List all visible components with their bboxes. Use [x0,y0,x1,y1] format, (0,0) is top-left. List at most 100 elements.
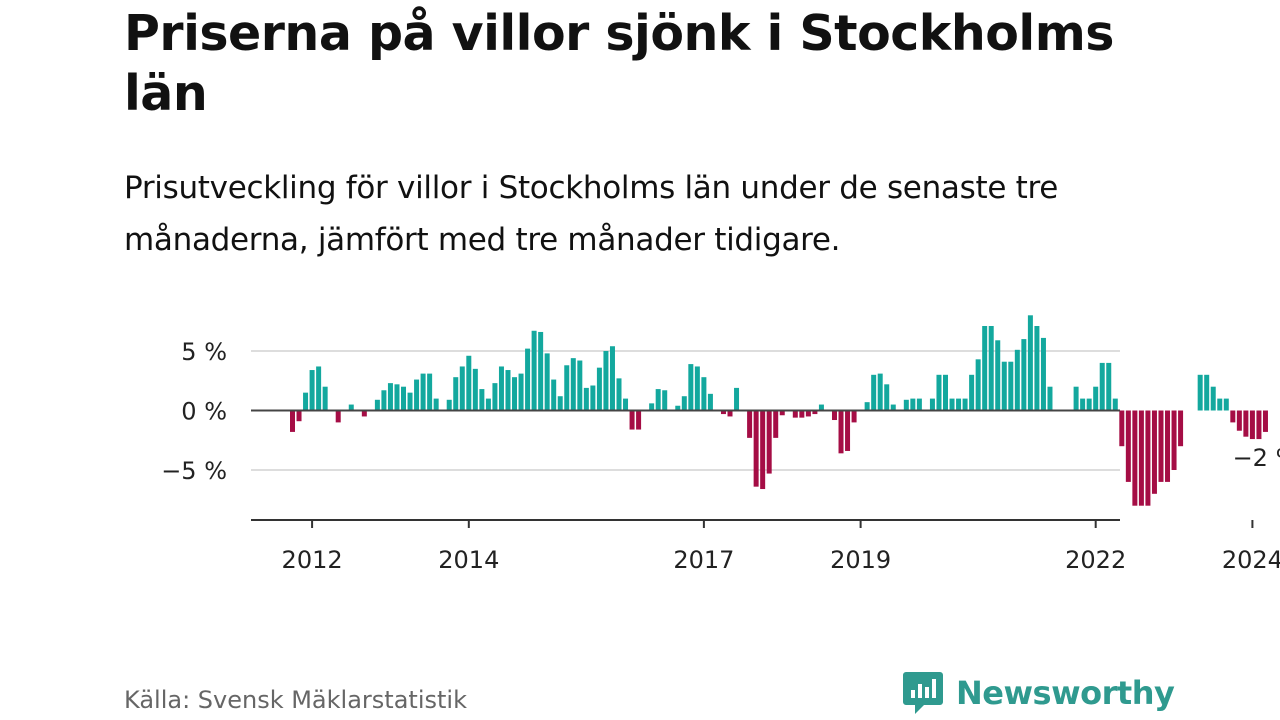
bar [551,379,557,411]
bar [1262,410,1268,432]
bar [812,410,818,415]
bar [681,396,687,411]
bar [818,404,824,411]
bar [1145,410,1151,506]
bar [720,410,726,415]
bar [929,398,935,411]
bar [1217,398,1223,411]
bar [603,351,609,411]
bar [420,373,426,411]
newsworthy-logo-icon [903,672,943,714]
x-tick-label: 2012 [282,546,343,574]
bar [1236,410,1242,431]
bar [1249,410,1255,440]
bar [1132,410,1138,506]
bar [459,366,465,411]
bar [518,373,524,411]
bar [995,340,1001,411]
bar [505,370,511,411]
bar [387,383,393,411]
bar [949,398,955,411]
bar [1230,410,1236,423]
bar [609,346,615,411]
bar [747,410,753,438]
bar [694,366,700,411]
bar [531,330,537,411]
brand-name: Newsworthy [956,674,1175,712]
bar [675,405,681,411]
bar [1223,398,1229,411]
bar [962,398,968,411]
y-tick-label: 0 % [181,398,227,426]
bar [498,366,504,411]
bar [903,399,909,411]
bar [727,410,733,417]
bar [792,410,798,418]
bar [316,366,322,411]
x-tick-label: 2014 [438,546,499,574]
bar [864,402,870,411]
bar [1040,337,1046,411]
bar [753,410,759,487]
bar [433,398,439,411]
bar [583,387,589,411]
bar [701,377,707,411]
bar-series [290,315,1268,506]
bar [1210,386,1216,411]
gridlines [251,350,1120,471]
bar [309,370,315,411]
bar [381,390,387,411]
bar [1178,410,1184,447]
bar [564,365,570,411]
bar [1243,410,1249,437]
bar [492,383,498,411]
y-tick-label: 5 % [181,338,227,366]
bar [1165,410,1171,482]
bar [577,360,583,411]
bar [616,378,622,411]
bar [1099,362,1105,411]
bar [629,410,635,430]
x-tick-label: 2024 [1222,546,1280,574]
bar [773,410,779,438]
bar [636,410,642,430]
bar [1021,339,1027,411]
bar [1027,315,1033,411]
bar [1093,386,1099,411]
bar [544,353,550,411]
bar [1073,386,1079,411]
bar [890,404,896,411]
bar [466,355,472,411]
x-tick-label: 2017 [673,546,734,574]
bar [290,410,295,432]
bar [1047,386,1053,411]
bar [982,326,988,411]
bar [805,410,811,417]
bar [570,358,576,411]
bar [427,373,433,411]
bar [1034,326,1040,411]
bar [453,377,459,411]
brand-logo[interactable]: Newsworthy [902,670,1175,716]
bar [1008,361,1014,411]
bar [1197,374,1203,411]
source-note: Källa: Svensk Mäklarstatistik [124,686,467,714]
bar [1001,361,1007,411]
bar [407,392,413,411]
bar [884,384,890,411]
y-tick-label: −5 % [161,457,227,485]
bar [348,404,354,411]
bar [1080,398,1086,411]
bar [649,403,655,411]
x-tick-label: 2022 [1065,546,1126,574]
bar [1138,410,1144,506]
bar [374,399,380,411]
tick-labels: 5 % 0 % −5 % 2012 2014 2017 2019 2022 2024 −2 % [161,338,1280,574]
bar [838,410,844,454]
bar [943,374,948,411]
bar [988,326,994,411]
bar [799,410,805,418]
last-value-label: −2 % [1233,444,1280,472]
bar [538,331,544,411]
